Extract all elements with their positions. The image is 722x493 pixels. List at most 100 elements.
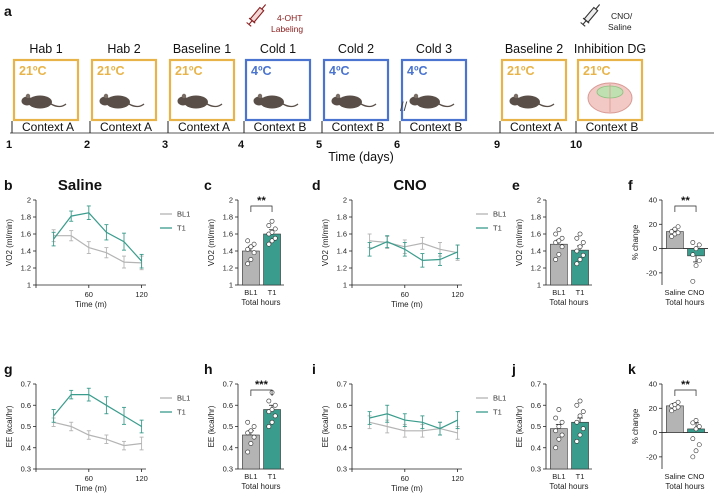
y-tick-label: 1.2 bbox=[21, 264, 31, 273]
data-point bbox=[574, 235, 580, 241]
panel-label-e: e bbox=[512, 177, 520, 193]
x-axis-label: Total hours bbox=[549, 298, 588, 307]
x-tick-label: 60 bbox=[85, 474, 93, 483]
significance-marker: ** bbox=[681, 195, 690, 207]
stage-context: Context A bbox=[22, 120, 74, 134]
x-tick-label: 60 bbox=[85, 290, 93, 299]
significance-bracket bbox=[250, 205, 273, 212]
stage-day: 4 bbox=[238, 139, 245, 151]
data-point bbox=[675, 399, 681, 405]
series-T1 bbox=[367, 404, 460, 436]
x-axis-label: Time (m) bbox=[75, 300, 107, 309]
data-point bbox=[577, 231, 583, 237]
stage-name: Hab 2 bbox=[107, 42, 140, 56]
significance-bracket bbox=[674, 205, 697, 212]
data-point bbox=[574, 438, 580, 444]
stage-day: 6 bbox=[394, 139, 400, 151]
labeling-line-2: Labeling bbox=[271, 24, 303, 34]
bar bbox=[242, 434, 260, 470]
stage-name: Inhibition DG bbox=[574, 42, 646, 56]
y-axis-label: EE (kcal/hr) bbox=[207, 405, 216, 447]
data-point bbox=[245, 238, 251, 244]
data-point bbox=[556, 424, 562, 429]
data-point bbox=[245, 449, 251, 455]
data-point bbox=[553, 231, 559, 237]
stage-context: Context B bbox=[586, 120, 639, 134]
series-line bbox=[369, 413, 458, 430]
y-tick-label: 20 bbox=[649, 404, 657, 413]
y-axis-label: EE (kcal/hr) bbox=[515, 405, 524, 447]
stage-box bbox=[244, 58, 312, 122]
category-label: BL1 bbox=[552, 472, 565, 481]
y-tick-label: 1.2 bbox=[223, 264, 233, 273]
y-tick-label: 1 bbox=[537, 281, 541, 290]
protocol-timeline: a 4-OHT Labeling CNO/ Saline Hab 1 21ºC Co… bbox=[4, 3, 714, 164]
stage-context: Context B bbox=[332, 120, 385, 134]
y-tick-label: 0 bbox=[653, 244, 657, 253]
mouse-icon bbox=[177, 93, 223, 109]
data-point bbox=[559, 235, 565, 241]
bar bbox=[550, 428, 568, 470]
syringe-icon-treatment bbox=[580, 4, 601, 27]
data-point bbox=[269, 238, 275, 244]
data-point bbox=[693, 426, 699, 432]
series-BL1 bbox=[51, 417, 144, 451]
stage-name: Cold 3 bbox=[416, 42, 452, 56]
data-point bbox=[553, 445, 559, 451]
y-tick-label: 1.2 bbox=[531, 264, 541, 273]
data-point bbox=[556, 251, 562, 257]
x-tick-label: 120 bbox=[135, 474, 148, 483]
panel-label-k: k bbox=[628, 361, 636, 377]
y-axis-label: VO2 (ml/min) bbox=[515, 219, 524, 266]
panel-label-d: d bbox=[312, 177, 321, 193]
x-tick-label: 120 bbox=[451, 474, 464, 483]
y-tick-label: 20 bbox=[649, 220, 657, 229]
category-label: BL1 bbox=[244, 472, 257, 481]
stage-box bbox=[90, 58, 158, 122]
data-point bbox=[245, 419, 251, 425]
y-tick-label: 0.6 bbox=[21, 401, 31, 410]
series-T1 bbox=[51, 205, 144, 269]
y-tick-label: 0.5 bbox=[21, 422, 31, 431]
data-point bbox=[577, 413, 583, 419]
y-tick-label: 1 bbox=[343, 281, 347, 290]
significance-marker: ** bbox=[257, 195, 266, 207]
stage-day: 9 bbox=[494, 139, 500, 151]
data-point bbox=[693, 246, 699, 251]
mouse-icon bbox=[409, 93, 455, 109]
x-axis-label: Total hours bbox=[665, 482, 704, 491]
stage-temp: 21ºC bbox=[507, 64, 535, 78]
series-line bbox=[369, 241, 458, 262]
category-label: CNO bbox=[688, 288, 705, 297]
timeline-stages: Hab 1 21ºC Context A 1 Hab 2 21ºC Context A 2 Ba… bbox=[6, 42, 646, 151]
chart-d: d 1 1.2 1.4 1.6 1.8 2 60 120 VO2 (ml/min) Time (m)… bbox=[312, 177, 506, 309]
treatment-line-1: CNO/ bbox=[611, 11, 633, 21]
legend-label: BL1 bbox=[177, 394, 190, 403]
chart-g: g 0.3 0.4 0.5 0.6 0.7 60 120 EE (kcal/hr) Time (m… bbox=[4, 361, 190, 493]
y-tick-label: 40 bbox=[649, 196, 657, 205]
x-axis-label: Total hours bbox=[241, 482, 280, 491]
y-tick-label: 1.4 bbox=[21, 247, 31, 256]
category-label: T1 bbox=[268, 472, 277, 481]
data-point bbox=[696, 242, 702, 248]
stage-3: Baseline 1 21ºC Context A 3 bbox=[162, 42, 236, 151]
y-tick-label: 0.7 bbox=[337, 380, 347, 389]
data-point bbox=[672, 226, 678, 232]
data-point bbox=[553, 428, 559, 434]
y-axis-label: VO2 (ml/min) bbox=[5, 219, 14, 266]
data-point bbox=[574, 261, 580, 267]
significance-bracket bbox=[250, 389, 273, 396]
y-axis-label: EE (kcal/hr) bbox=[5, 405, 14, 447]
data-point bbox=[251, 434, 257, 440]
legend-label: T1 bbox=[177, 408, 186, 417]
series-line bbox=[53, 212, 143, 262]
bar bbox=[571, 421, 589, 470]
stage-name: Cold 1 bbox=[260, 42, 296, 56]
legend-label: T1 bbox=[493, 408, 502, 417]
data-point bbox=[672, 402, 678, 408]
data-point bbox=[272, 226, 278, 232]
stage-context: Context A bbox=[510, 120, 562, 134]
y-tick-label: 0.3 bbox=[223, 465, 233, 474]
syringe-icon-labeling bbox=[246, 4, 267, 27]
panel-label-b: b bbox=[4, 177, 13, 193]
